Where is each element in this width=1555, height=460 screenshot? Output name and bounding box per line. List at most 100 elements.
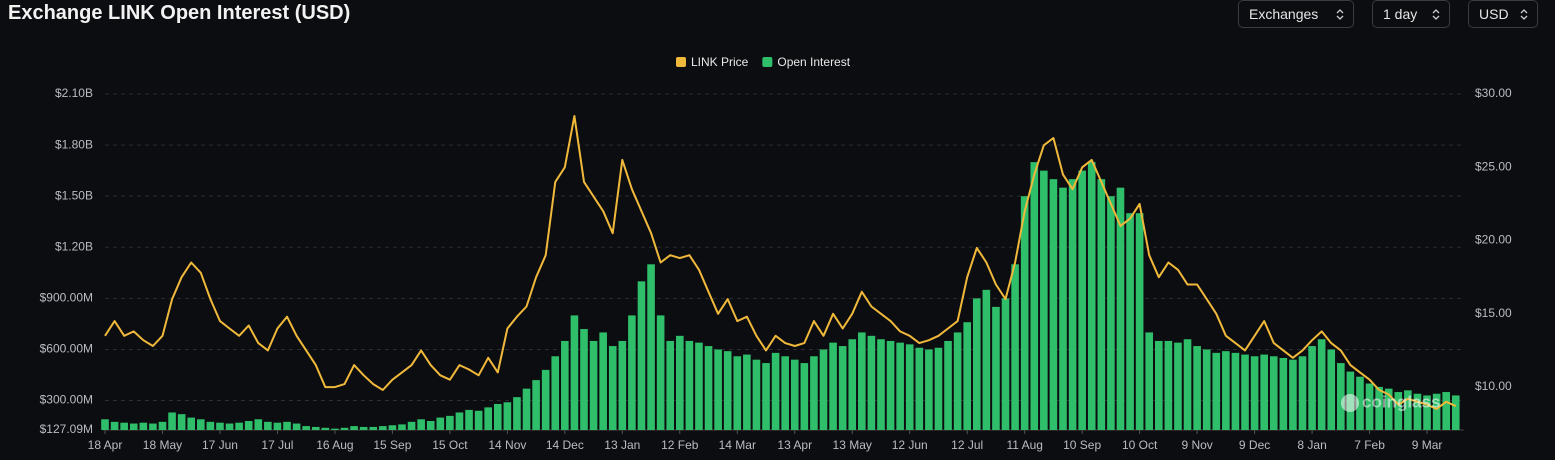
y-tick-label: $2.10B — [55, 86, 93, 100]
oi-bar — [264, 421, 272, 430]
select-label: Exchanges — [1249, 6, 1319, 22]
oi-bar — [532, 380, 540, 430]
oi-bar — [886, 340, 895, 430]
oi-bar — [867, 335, 876, 430]
oi-bar — [1404, 390, 1412, 430]
y2-tick-label: $15.00 — [1475, 306, 1512, 320]
x-tick-label: 7 Feb — [1354, 438, 1385, 452]
oi-bar — [1365, 383, 1374, 430]
x-tick-label: 14 Dec — [546, 438, 584, 452]
oi-bar — [254, 419, 263, 430]
oi-bar — [1145, 332, 1154, 430]
oi-bar — [369, 426, 378, 430]
oi-bar — [465, 409, 473, 430]
oi-bar — [168, 412, 176, 430]
oi-bar — [436, 417, 445, 430]
oi-bar — [1337, 363, 1345, 430]
oi-bar — [628, 315, 636, 430]
chevron — [1336, 9, 1344, 20]
oi-bar — [1269, 356, 1278, 430]
oi-bar — [819, 349, 828, 430]
oi-bar — [197, 419, 205, 430]
oi-bar — [551, 356, 560, 430]
oi-bar — [790, 359, 799, 430]
y-tick-label: $300.00M — [40, 393, 93, 407]
oi-bar — [1451, 395, 1460, 430]
oi-bar — [771, 352, 780, 430]
oi-bar — [714, 349, 722, 430]
x-tick-label: 15 Oct — [432, 438, 468, 452]
oi-bar — [752, 359, 761, 430]
oi-bar — [1375, 386, 1383, 430]
oi-bar — [925, 349, 933, 430]
oi-bar — [992, 306, 1000, 430]
interval-select[interactable]: 1 day — [1372, 0, 1450, 28]
x-tick-label: 9 Mar — [1412, 438, 1443, 452]
oi-bar — [101, 419, 109, 430]
oi-bar — [972, 298, 981, 430]
oi-bar — [800, 363, 809, 430]
oi-bar — [407, 421, 416, 430]
oi-bar — [1442, 392, 1450, 430]
oi-bar — [1020, 196, 1029, 430]
oi-bar — [829, 342, 837, 430]
oi-bar — [608, 346, 617, 430]
y-tick-label: $600.00M — [40, 342, 93, 356]
legend-label: Open Interest — [777, 55, 850, 69]
oi-bar — [484, 407, 492, 430]
oi-bar — [618, 340, 627, 430]
oi-bar — [599, 332, 607, 430]
oi-bar — [666, 340, 675, 430]
y2-tick-label: $30.00 — [1475, 86, 1512, 100]
watermark: coinglass — [1362, 392, 1440, 411]
oi-bar — [1250, 356, 1259, 430]
oi-bar — [1001, 298, 1010, 430]
oi-bar — [311, 426, 320, 430]
oi-bar — [580, 329, 588, 430]
oi-bar — [522, 388, 531, 430]
oi-bar — [838, 346, 847, 430]
oi-bar — [1423, 395, 1431, 430]
oi-bar — [1279, 357, 1288, 430]
oi-bar — [110, 421, 119, 430]
x-tick-label: 10 Oct — [1122, 438, 1158, 452]
oi-bar — [858, 332, 866, 430]
oi-bar — [1059, 187, 1067, 430]
oi-bar — [187, 417, 196, 430]
oi-bar — [1087, 162, 1096, 430]
y-tick-label: $1.20B — [55, 239, 93, 253]
title: Exchange LINK Open Interest (USD) — [8, 2, 351, 24]
x-tick-label: 12 Feb — [661, 438, 699, 452]
oi-bar — [704, 346, 713, 430]
oi-bar — [1231, 352, 1240, 430]
oi-bar — [129, 423, 138, 430]
oi-bar — [158, 421, 167, 430]
oi-bar — [1078, 170, 1086, 430]
x-tick-label: 12 Jun — [892, 438, 928, 452]
oi-bar — [1155, 340, 1163, 430]
oi-bar — [1356, 376, 1364, 430]
x-tick-label: 8 Jan — [1297, 438, 1326, 452]
oi-bar — [676, 335, 684, 430]
oi-bar — [225, 423, 234, 430]
oi-bar — [340, 427, 349, 430]
oi-bar — [1298, 356, 1307, 430]
x-tick-label: 18 May — [143, 438, 182, 452]
x-tick-label: 12 Jul — [951, 438, 983, 452]
oi-bar — [359, 426, 368, 430]
x-tick-label: 11 Aug — [1006, 438, 1042, 452]
y2-tick-label: $10.00 — [1475, 379, 1512, 393]
oi-bar — [1183, 339, 1192, 430]
currency-select[interactable]: USD — [1468, 0, 1538, 28]
oi-bar — [216, 422, 224, 430]
chevron — [1520, 9, 1528, 20]
oi-bar — [1116, 187, 1125, 430]
y2-tick-label: $25.00 — [1475, 159, 1512, 173]
oi-bar — [1040, 170, 1048, 430]
oi-bar — [877, 339, 885, 430]
exchange-select[interactable]: Exchanges — [1238, 0, 1354, 28]
oi-bar — [685, 340, 694, 430]
oi-bar — [455, 412, 464, 430]
oi-bar — [1068, 179, 1077, 430]
